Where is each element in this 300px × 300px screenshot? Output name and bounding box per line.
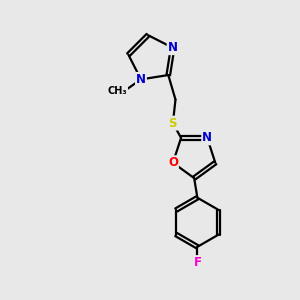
Text: CH₃: CH₃ (108, 86, 127, 96)
Text: F: F (194, 256, 201, 269)
Text: O: O (168, 156, 178, 169)
Text: N: N (202, 131, 212, 144)
Text: S: S (169, 117, 177, 130)
Text: N: N (136, 73, 146, 86)
Text: N: N (168, 41, 178, 54)
